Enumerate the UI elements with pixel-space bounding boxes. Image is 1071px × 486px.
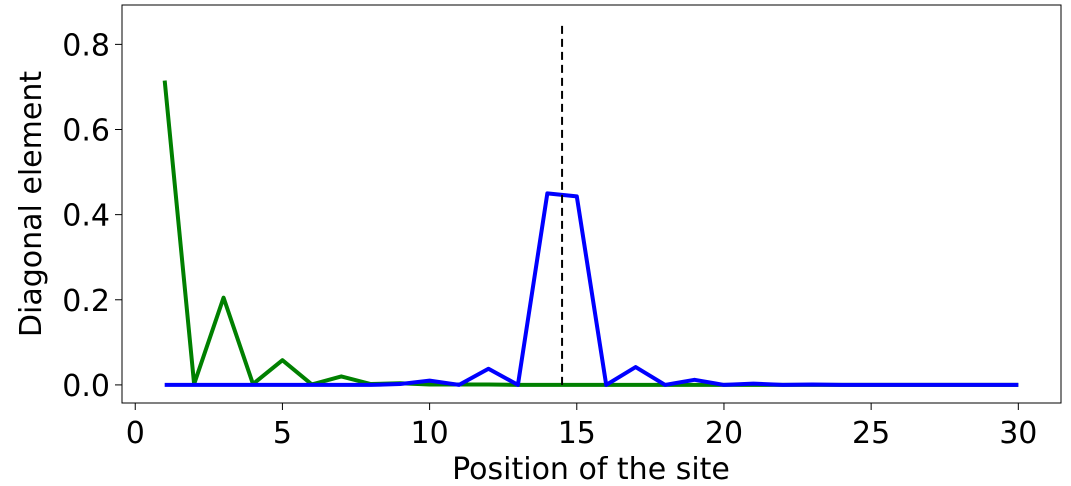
y-tick-label: 0.0 (62, 369, 110, 404)
y-tick-label: 0.2 (62, 284, 110, 319)
y-tick-label: 0.6 (62, 114, 110, 149)
x-tick-label: 10 (411, 416, 449, 451)
x-tick-label: 25 (852, 416, 890, 451)
x-tick-label: 5 (273, 416, 292, 451)
x-axis-label: Position of the site (452, 452, 730, 486)
x-tick-label: 20 (705, 416, 743, 451)
line-series (162, 80, 1019, 387)
x-tick-label: 30 (999, 416, 1037, 451)
y-tick-label: 0.8 (62, 28, 110, 63)
y-tick-label: 0.4 (62, 199, 110, 234)
y-axis-label: Diagonal element (14, 71, 49, 337)
x-tick-label: 0 (126, 416, 145, 451)
line-series (164, 191, 1019, 387)
x-tick-label: 15 (558, 416, 596, 451)
plot-frame (121, 4, 1062, 404)
